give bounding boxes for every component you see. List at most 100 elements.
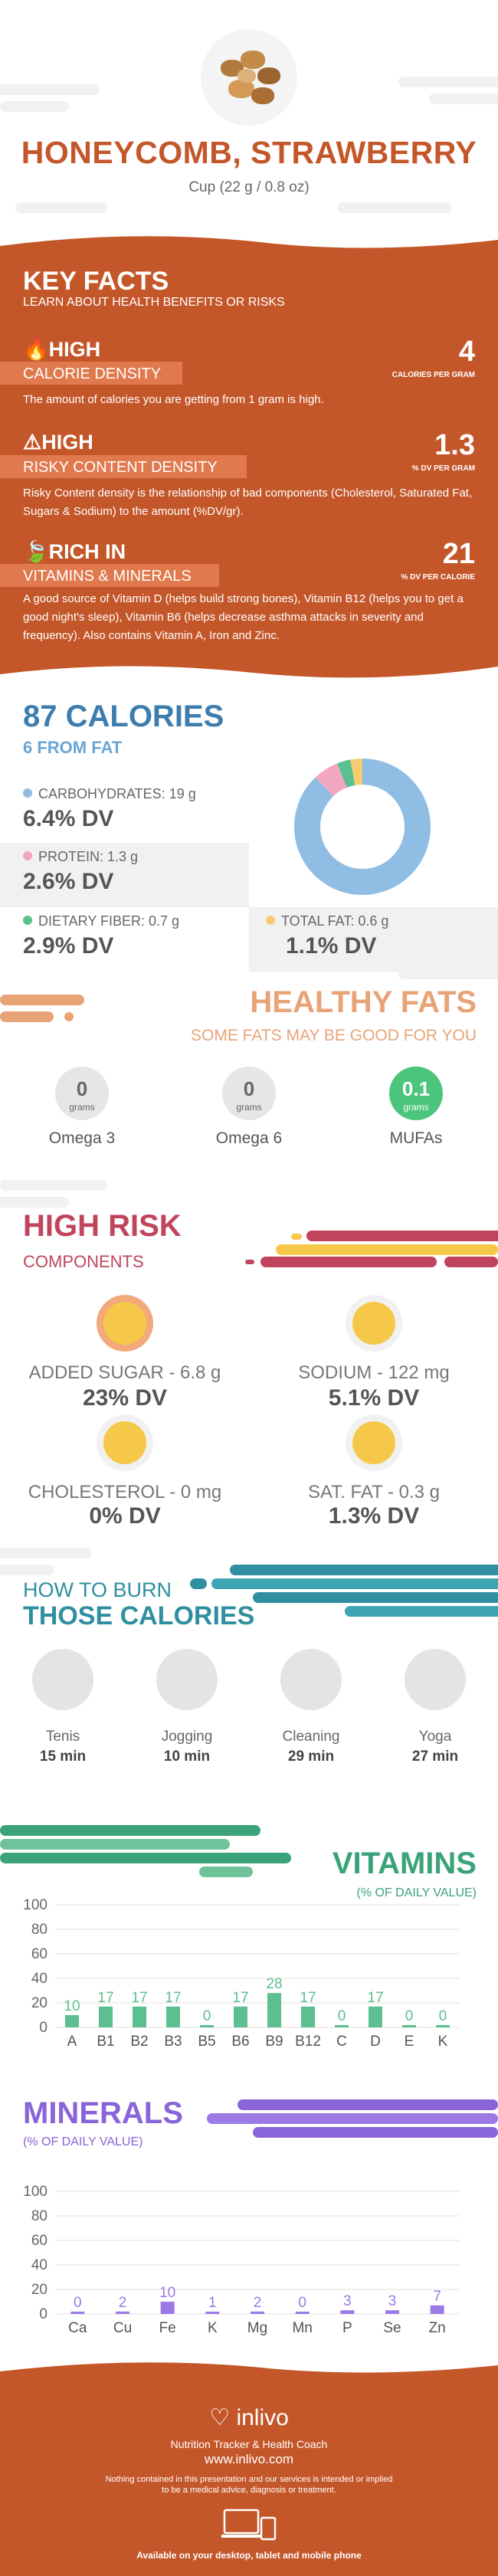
sat-fat-face bbox=[346, 1414, 402, 1471]
bar-B2 bbox=[133, 2006, 146, 2027]
y-tick-label: 40 bbox=[31, 2257, 48, 2273]
food-photo bbox=[201, 29, 297, 126]
fact-description: The amount of calories you are getting f… bbox=[23, 393, 324, 406]
cholesterol-dv: 0% DV bbox=[89, 1503, 161, 1529]
bar-K bbox=[205, 2312, 220, 2314]
decor-stripe bbox=[0, 1548, 92, 1558]
activity-cleaning: Cleaning 29 min bbox=[265, 1649, 357, 1771]
mufa-circle: 0.1 grams bbox=[389, 1067, 443, 1120]
omega3-circle: 0 grams bbox=[55, 1067, 109, 1120]
high-risk-title: HIGH RISK bbox=[23, 1209, 182, 1243]
vitamins-title: VITAMINS bbox=[332, 1847, 477, 1880]
added-sugar-face bbox=[97, 1295, 153, 1352]
bar-value-label: 17 bbox=[367, 1990, 383, 2006]
key-facts-subtitle: LEARN ABOUT HEALTH BENEFITS OR RISKS bbox=[23, 296, 285, 309]
jogger-icon bbox=[156, 1649, 218, 1710]
added-sugar-dv: 23% DV bbox=[82, 1385, 168, 1411]
footer-devices: Available on your desktop, tablet and mo… bbox=[136, 2550, 362, 2561]
bar-value-label: 28 bbox=[266, 1976, 282, 1992]
x-tick-label: A bbox=[67, 2034, 77, 2050]
macro-protein: PROTEIN: 1.3 g 2.6% DV bbox=[0, 843, 249, 907]
fact-description: A good source of Vitamin D (helps build … bbox=[23, 592, 464, 642]
footer-url[interactable]: www.inlivo.com bbox=[204, 2452, 294, 2466]
minerals-title: MINERALS bbox=[23, 2096, 183, 2130]
activity-tennis: Tenis 15 min bbox=[17, 1649, 109, 1771]
bar-Fe bbox=[160, 2302, 175, 2314]
added-sugar-label: ADDED SUGAR - 6.8 g bbox=[28, 1362, 221, 1383]
y-tick-label: 60 bbox=[31, 1946, 48, 1962]
macro-total-fat: TOTAL FAT: 0.6 g 1.1% DV bbox=[249, 907, 498, 972]
bar-value-label: 10 bbox=[64, 1998, 80, 2014]
x-tick-label: Mn bbox=[292, 2320, 312, 2336]
bar-value-label: 0 bbox=[298, 2295, 306, 2311]
decor-stripe bbox=[398, 77, 498, 87]
key-facts-section: KEY FACTS LEARN ABOUT HEALTH BENEFITS OR… bbox=[0, 229, 498, 690]
fact-unit: CALORIES PER GRAM bbox=[392, 371, 475, 379]
x-tick-label: Ca bbox=[68, 2320, 87, 2336]
tennis-player-icon bbox=[32, 1649, 93, 1710]
page-title: HONEYCOMB, STRAWBERRY bbox=[21, 135, 477, 170]
minerals-bar-chart: 0 20 40 60 80 100 0 Ca 2 Cu 10 Fe 1 K 2 Mg 0 Mn 3 P 3 Se 7 Zn bbox=[23, 2184, 460, 2336]
macro-carbohydrates: CARBOHYDRATES: 19 g 6.4% DV bbox=[23, 786, 196, 831]
fat-dot bbox=[266, 916, 275, 925]
x-tick-label: K bbox=[208, 2320, 218, 2336]
bar-Ca bbox=[70, 2312, 85, 2314]
x-tick-label: B9 bbox=[265, 2034, 283, 2050]
bar-Se bbox=[385, 2310, 399, 2314]
cleaner-icon bbox=[280, 1649, 342, 1710]
x-tick-label: B2 bbox=[130, 2034, 148, 2050]
decor-stripe bbox=[429, 93, 498, 104]
bar-value-label: 10 bbox=[159, 2285, 175, 2301]
bar-B12 bbox=[301, 2006, 315, 2027]
bar-C bbox=[335, 2025, 349, 2027]
smile-icon bbox=[352, 1421, 395, 1464]
decor-stripe bbox=[337, 202, 452, 213]
y-tick-label: 20 bbox=[31, 2282, 48, 2298]
fact-label-band: RISKY CONTENT DENSITY bbox=[0, 455, 247, 478]
y-tick-label: 0 bbox=[39, 2020, 48, 2036]
bar-Mg bbox=[251, 2311, 264, 2314]
bar-value-label: 7 bbox=[433, 2289, 441, 2305]
carbs-dot bbox=[23, 788, 32, 798]
y-tick-label: 100 bbox=[23, 2184, 48, 2200]
grin-icon bbox=[103, 1421, 146, 1464]
bar-E bbox=[402, 2025, 416, 2027]
vitamins-bar-chart: 0 20 40 60 80 100 10 A 17 B1 17 B2 17 B3 0 B5 17 B6 28 B9 17… bbox=[23, 1897, 460, 2050]
macro-fiber: DIETARY FIBER: 0.7 g 2.9% DV bbox=[23, 913, 180, 959]
wave-divider bbox=[0, 2356, 498, 2373]
y-tick-label: 80 bbox=[31, 1922, 48, 1938]
calories-title: 87 CALORIES bbox=[23, 700, 224, 733]
brand-logo[interactable]: ♡ inlivo bbox=[209, 2405, 289, 2430]
omega6-circle: 0 grams bbox=[222, 1067, 276, 1120]
x-tick-label: Fe bbox=[159, 2320, 176, 2336]
healthy-fats-subtitle: SOME FATS MAY BE GOOD FOR YOU bbox=[190, 1027, 477, 1044]
fact-unit: % DV PER CALORIE bbox=[401, 573, 475, 582]
bar-K bbox=[436, 2025, 450, 2027]
x-tick-label: B1 bbox=[97, 2034, 114, 2050]
sodium-dv: 5.1% DV bbox=[328, 1385, 420, 1411]
fact-value: 21 bbox=[442, 538, 475, 570]
sodium-label: SODIUM - 122 mg bbox=[298, 1362, 450, 1383]
donut-slice-0 bbox=[294, 759, 431, 895]
y-tick-label: 100 bbox=[23, 1897, 48, 1913]
sat-fat-label: SAT. FAT - 0.3 g bbox=[307, 1482, 441, 1503]
fact-level: ⚠HIGH bbox=[23, 431, 93, 454]
x-tick-label: Mg bbox=[247, 2320, 267, 2336]
bar-D bbox=[369, 2006, 382, 2027]
x-tick-label: E bbox=[405, 2034, 414, 2050]
y-tick-label: 20 bbox=[31, 1995, 48, 2011]
risk-ribbon bbox=[245, 1231, 498, 1267]
y-tick-label: 40 bbox=[31, 1971, 48, 1987]
sat-fat-dv: 1.3% DV bbox=[328, 1503, 420, 1529]
omega6-label: Omega 6 bbox=[215, 1129, 283, 1147]
decor-stripe bbox=[0, 1180, 107, 1191]
bar-value-label: 3 bbox=[343, 2293, 352, 2309]
burn-ribbon bbox=[190, 1565, 498, 1617]
x-tick-label: Zn bbox=[429, 2320, 446, 2336]
bar-P bbox=[340, 2310, 355, 2314]
yoga-icon bbox=[405, 1649, 466, 1710]
key-facts-title: KEY FACTS bbox=[23, 267, 169, 296]
bar-value-label: 0 bbox=[439, 2008, 447, 2024]
bar-value-label: 17 bbox=[232, 1990, 248, 2006]
